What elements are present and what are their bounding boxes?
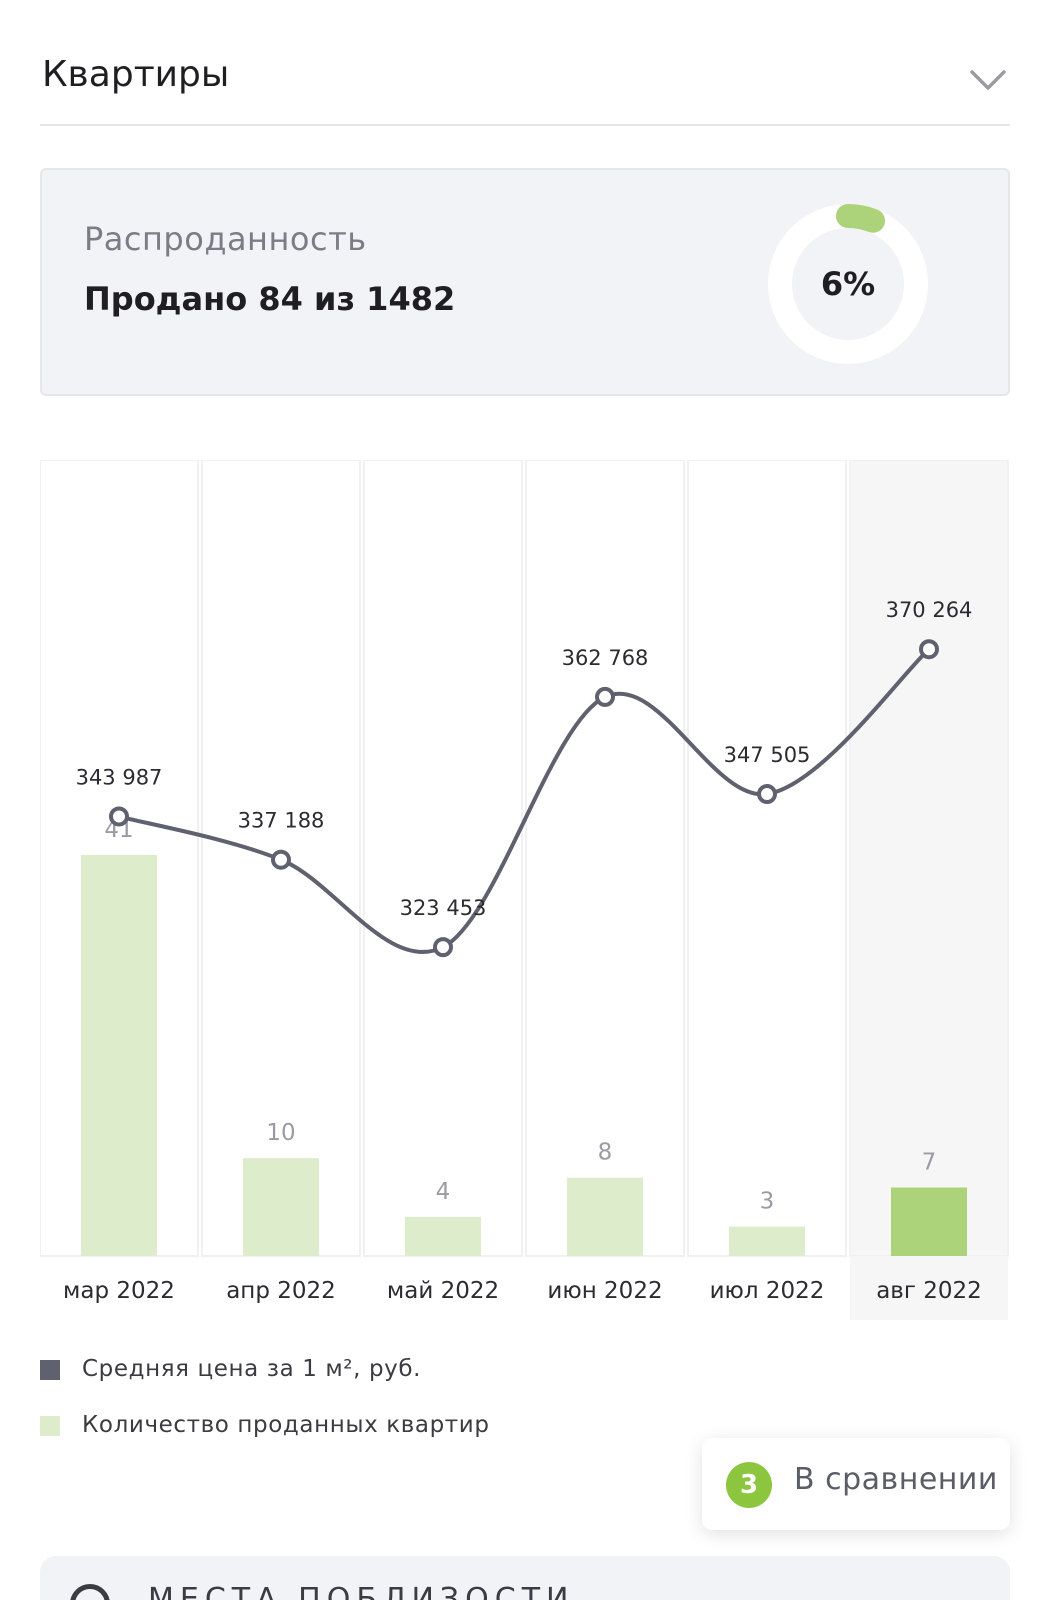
bar-2 (243, 1158, 319, 1256)
compare-button[interactable]: 3 В сравнении (702, 1438, 1010, 1530)
sales-chart: 41 10 4 8 3 7 343 987 337 188 323 453 362 768 347 … (40, 460, 1012, 1320)
x-tick-label-1: мар 2022 (63, 1278, 175, 1304)
sold-progress-ring (768, 204, 928, 364)
bar-1 (81, 854, 157, 1256)
price-label-5: 347 505 (724, 743, 811, 767)
bar-label-2: 10 (266, 1120, 295, 1146)
bar-label-3: 4 (436, 1179, 451, 1205)
price-label-4: 362 768 (562, 646, 649, 670)
bar-3 (405, 1216, 481, 1256)
nearby-places-label: МЕСТА ПОБЛИЗОСТИ (148, 1582, 575, 1600)
compare-label: В сравнении (794, 1462, 998, 1497)
sold-percent: 6% (820, 265, 876, 303)
bar-label-6: 7 (922, 1150, 937, 1176)
x-tick-label-3: май 2022 (387, 1278, 499, 1304)
bar-label-5: 3 (760, 1189, 775, 1215)
x-tick-label-4: июн 2022 (547, 1278, 662, 1304)
legend-swatch-price (40, 1360, 60, 1380)
chart-column-bg (849, 460, 1009, 1257)
x-tick-label-5: июл 2022 (710, 1278, 825, 1304)
price-point-1 (109, 806, 129, 827)
price-point-5 (757, 784, 777, 805)
bar-label-4: 8 (598, 1140, 613, 1166)
x-tick-label-6: авг 2022 (876, 1278, 982, 1304)
bar-5 (729, 1226, 805, 1256)
price-label-2: 337 188 (238, 809, 325, 833)
price-point-4 (595, 686, 615, 707)
nearby-places-card[interactable]: МЕСТА ПОБЛИЗОСТИ (40, 1556, 1010, 1600)
chevron-down-icon[interactable] (968, 60, 1008, 100)
chart-column-bg (687, 460, 847, 1257)
price-point-2 (271, 849, 291, 870)
section-title: Квартиры (42, 54, 230, 95)
sold-count: Продано 84 из 1482 (84, 280, 456, 318)
compare-count-badge: 3 (726, 1462, 772, 1508)
bar-4 (567, 1177, 643, 1256)
legend-label-count: Количество проданных квартир (82, 1412, 490, 1438)
legend-swatch-count (40, 1416, 60, 1436)
bar-6 (891, 1187, 967, 1256)
location-icon (70, 1584, 110, 1600)
chart-column-bg (525, 460, 685, 1257)
chart-column-highlight-footer (850, 1256, 1008, 1320)
sold-out-card: Распроданность Продано 84 из 1482 6% (40, 168, 1010, 396)
price-point-6 (919, 639, 939, 660)
legend-label-price: Средняя цена за 1 м², руб. (82, 1356, 422, 1382)
chart-column-bg (363, 460, 523, 1257)
price-point-3 (433, 937, 453, 958)
price-label-6: 370 264 (886, 598, 973, 622)
sold-out-label: Распроданность (84, 220, 367, 258)
apartments-section-header[interactable]: Квартиры (40, 40, 1010, 126)
x-tick-label-2: апр 2022 (226, 1278, 336, 1304)
price-label-1: 343 987 (76, 765, 163, 789)
price-label-3: 323 453 (400, 896, 487, 920)
